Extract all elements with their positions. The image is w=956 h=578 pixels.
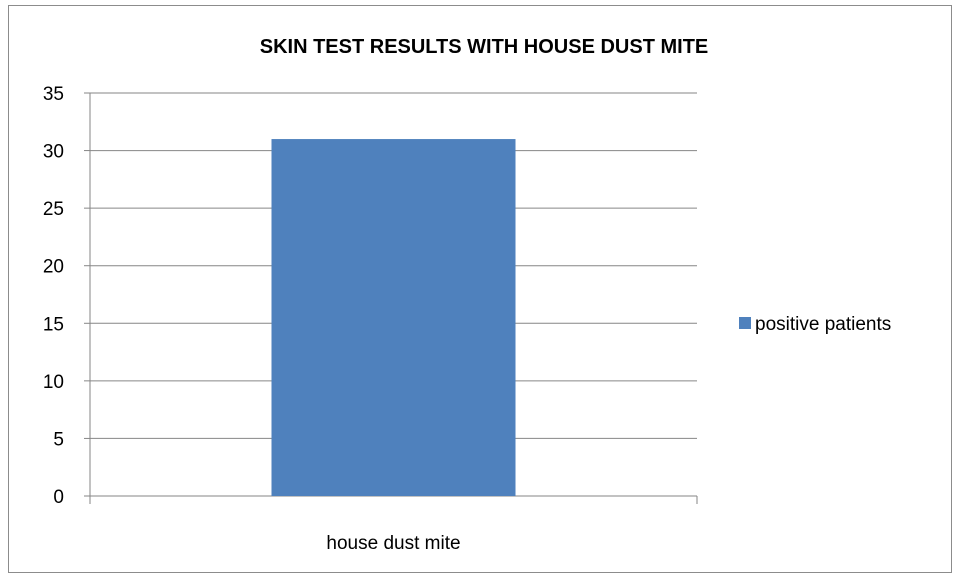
chart-title: SKIN TEST RESULTS WITH HOUSE DUST MITE xyxy=(260,36,709,58)
y-tick-labels: 0 5 10 15 20 25 30 35 xyxy=(43,84,64,508)
y-tick-label: 10 xyxy=(43,372,64,393)
y-tick-label: 35 xyxy=(43,84,64,105)
bars xyxy=(271,139,516,497)
y-tick-label: 20 xyxy=(43,257,64,278)
y-tick-label: 15 xyxy=(43,314,64,335)
y-tick-label: 30 xyxy=(43,142,64,163)
x-tick-labels: house dust mite xyxy=(326,533,460,554)
y-tick-label: 25 xyxy=(43,199,64,220)
y-tick-label: 0 xyxy=(53,487,64,508)
legend: positive patients xyxy=(739,314,891,335)
bar xyxy=(271,139,516,497)
x-category-label: house dust mite xyxy=(326,533,460,554)
legend-label: positive patients xyxy=(755,314,891,335)
legend-swatch xyxy=(739,317,751,329)
y-tick-label: 5 xyxy=(53,429,64,450)
